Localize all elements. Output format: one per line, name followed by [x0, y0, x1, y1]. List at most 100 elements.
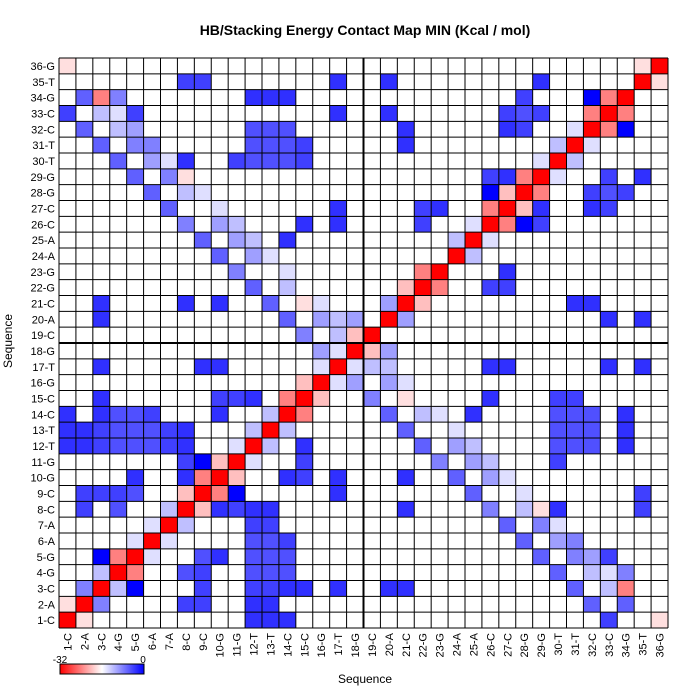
heatmap-cell [515, 89, 533, 106]
heatmap-cell [194, 548, 212, 565]
heatmap-cell [278, 580, 296, 597]
heatmap-cell [245, 596, 262, 613]
heatmap-cell [397, 137, 415, 153]
heatmap-cell [126, 469, 144, 486]
heatmap-cell [245, 279, 262, 296]
heatmap-cell [617, 105, 635, 122]
heatmap-cell [211, 358, 229, 375]
heatmap-cell [109, 406, 127, 423]
heatmap-cell [634, 73, 652, 90]
x-tick-label: 7-A [164, 632, 176, 650]
heatmap-cell [92, 105, 110, 122]
heatmap-cell [75, 89, 93, 106]
heatmap-cell [498, 517, 516, 533]
x-tick-label: 10-G [215, 633, 227, 657]
heatmap-cell [515, 216, 533, 233]
heatmap-cell [295, 469, 313, 486]
heatmap-cell [380, 406, 398, 423]
heatmap-cell [448, 232, 465, 248]
heatmap-cell [634, 168, 652, 185]
heatmap-cell [532, 200, 550, 217]
heatmap-cell [397, 501, 415, 518]
heatmap-cell [397, 279, 415, 296]
heatmap-cell [600, 580, 618, 597]
x-tick-label: 25-A [468, 632, 480, 656]
heatmap-cell [465, 438, 482, 454]
heatmap-cell [583, 121, 601, 138]
heatmap-cell [194, 453, 212, 470]
heatmap-cell [160, 153, 178, 169]
heatmap-cell [228, 263, 246, 280]
y-tick-label: 2-A [38, 599, 56, 611]
heatmap-cell [278, 422, 296, 438]
heatmap-cell [278, 263, 296, 280]
heatmap-cell [262, 89, 279, 106]
x-tick-label: 27-C [502, 633, 514, 657]
heatmap-cell [126, 485, 144, 502]
heatmap-cell [92, 596, 110, 613]
heatmap-cell [617, 596, 635, 613]
heatmap-cell [245, 121, 262, 138]
heatmap-cell [617, 564, 635, 581]
heatmap-cell [634, 358, 652, 375]
x-tick-label: 31-T [570, 633, 582, 656]
heatmap-cell [498, 485, 516, 502]
heatmap-cell [278, 137, 296, 153]
heatmap-cell [177, 469, 195, 486]
heatmap-cell [194, 232, 212, 248]
heatmap-cell [177, 184, 195, 201]
heatmap-cell [346, 311, 364, 328]
heatmap-cell [194, 469, 212, 486]
heatmap-cell [566, 580, 584, 597]
x-tick-label: 6-A [147, 632, 159, 650]
heatmap-cell [92, 358, 110, 375]
heatmap-cell [566, 295, 584, 312]
heatmap-cell [262, 121, 279, 138]
y-tick-label: 5-G [37, 552, 55, 564]
heatmap-cell [92, 406, 110, 423]
y-tick-label: 17-T [32, 362, 55, 374]
heatmap-cell [278, 390, 296, 407]
heatmap-cell [397, 121, 415, 138]
heatmap-cell [143, 153, 161, 169]
heatmap-cell [380, 374, 398, 391]
heatmap-cell [465, 248, 482, 264]
heatmap-cell [278, 469, 296, 486]
heatmap-cell [92, 438, 110, 454]
heatmap-cell [245, 137, 262, 153]
heatmap-cell [566, 406, 584, 423]
heatmap-cell [566, 153, 584, 169]
heatmap-cell [262, 422, 279, 438]
heatmap-cell [431, 200, 449, 217]
heatmap-cell [634, 311, 652, 328]
heatmap-cell [532, 517, 550, 533]
heatmap-cell [143, 438, 161, 454]
heatmap-cell [211, 501, 229, 518]
heatmap-cell [498, 168, 516, 185]
x-tick-label: 21-C [401, 633, 413, 657]
heatmap-cell [549, 406, 567, 423]
heatmap-cell [245, 580, 262, 597]
heatmap-cell [262, 137, 279, 153]
heatmap-cell [414, 279, 432, 296]
heatmap-cell [177, 168, 195, 185]
y-tick-label: 34-G [31, 93, 55, 105]
heatmap-cell [160, 501, 178, 518]
heatmap-cell [109, 105, 127, 122]
heatmap-cell [278, 406, 296, 423]
x-tick-label: 1-C [62, 633, 74, 651]
heatmap-cell [109, 89, 127, 106]
heatmap-cell [295, 216, 313, 233]
heatmap-cell [312, 295, 330, 312]
heatmap-cell [211, 485, 229, 502]
heatmap-cell [245, 422, 262, 438]
heatmap-cell [295, 438, 313, 454]
heatmap-cell [245, 517, 262, 533]
heatmap-cell [262, 564, 279, 581]
heatmap-cell [295, 153, 313, 169]
heatmap-cell [329, 311, 347, 328]
heatmap-cell [397, 580, 415, 597]
heatmap-cell [160, 422, 178, 438]
heatmap-cell [448, 248, 465, 264]
heatmap-cell [363, 358, 381, 375]
